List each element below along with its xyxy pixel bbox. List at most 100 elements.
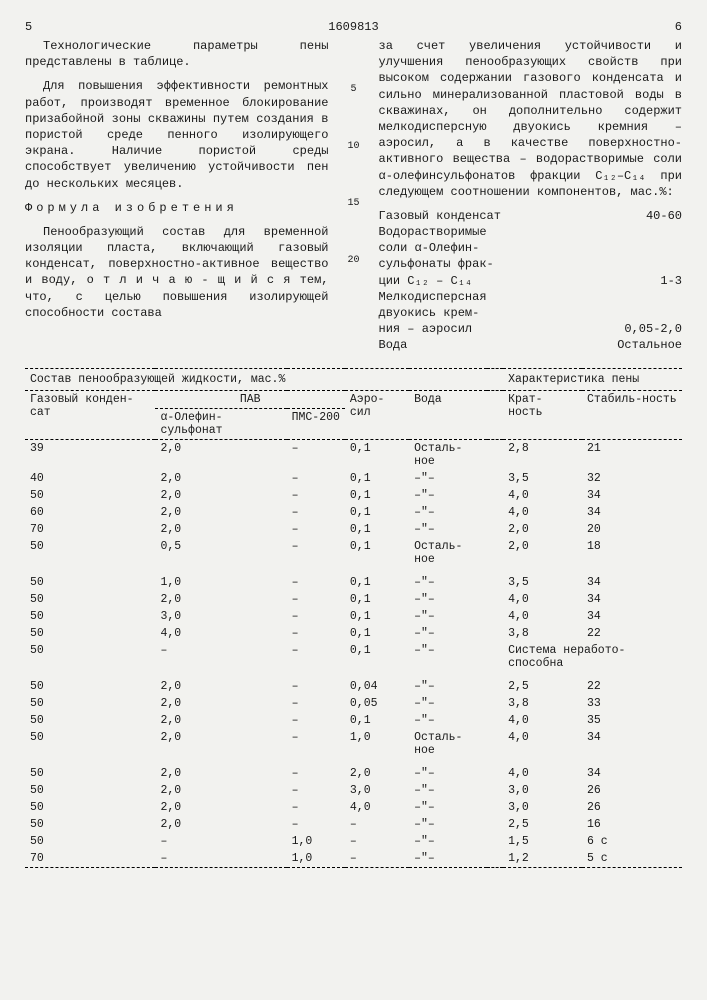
cell: –"– [409, 833, 487, 850]
cell: 34 [582, 574, 682, 591]
page-num-left: 5 [25, 20, 32, 34]
component-row: ции C₁₂ – C₁₄ 1-3 [379, 273, 683, 289]
cell: 4,0 [503, 712, 582, 729]
cell: Система неработо-способна [503, 642, 682, 672]
component-row: Газовый конденсат40-60 [379, 208, 683, 224]
component-name: Мелкодисперсная [379, 289, 487, 305]
col-stab: Стабиль-ность [582, 391, 682, 440]
cell: – [287, 799, 345, 816]
table-row: 502,0–4,0–"–3,026 [25, 799, 682, 816]
cell: 0,1 [345, 440, 409, 470]
component-row: сульфонаты фрак- [379, 256, 683, 272]
cell [487, 440, 503, 470]
cell: – [287, 642, 345, 672]
component-name: ния – аэросил [379, 321, 473, 337]
cell: 2,8 [503, 440, 582, 470]
cell: – [287, 712, 345, 729]
cell: 50 [25, 625, 155, 642]
table-row: 502,0–0,1–"–4,034 [25, 591, 682, 608]
cell: 33 [582, 695, 682, 712]
component-value: Остальное [617, 337, 682, 353]
cell: 34 [582, 729, 682, 759]
table-row: 502,0–0,05–"–3,833 [25, 695, 682, 712]
cell: 2,0 [503, 538, 582, 568]
cell [487, 765, 503, 782]
cell: 0,1 [345, 521, 409, 538]
cell: – [155, 850, 286, 868]
component-row: двуокись крем- [379, 305, 683, 321]
cell: – [287, 765, 345, 782]
cell: 50 [25, 799, 155, 816]
cell: 50 [25, 642, 155, 672]
cell: – [287, 470, 345, 487]
col-water: Вода [409, 391, 487, 440]
cell: 50 [25, 765, 155, 782]
doc-number: 1609813 [328, 20, 378, 34]
cell: – [287, 521, 345, 538]
cell: 50 [25, 574, 155, 591]
cell: –"– [409, 487, 487, 504]
cell: 26 [582, 799, 682, 816]
cell: – [287, 729, 345, 759]
component-name: двуокись крем- [379, 305, 480, 321]
cell: – [287, 782, 345, 799]
cell: 4,0 [503, 729, 582, 759]
cell: –"– [409, 470, 487, 487]
cell: 0,1 [345, 538, 409, 568]
cell: 0,5 [155, 538, 286, 568]
page: 5 1609813 6 Технологические параметры пе… [25, 20, 682, 868]
cell: 3,8 [503, 695, 582, 712]
cell: 60 [25, 504, 155, 521]
left-p3: Пенообразующий состав для временной изол… [25, 224, 329, 321]
cell: 4,0 [155, 625, 286, 642]
component-name: ции C₁₂ – C₁₄ [379, 273, 473, 289]
cell: 0,04 [345, 678, 409, 695]
component-list: Газовый конденсат40-60Водорастворимыесол… [379, 208, 683, 354]
cell: 2,5 [503, 678, 582, 695]
table-row: 502,0–2,0–"–4,034 [25, 765, 682, 782]
table-row: 502,0–0,04–"–2,522 [25, 678, 682, 695]
col-aero: Аэро-сил [345, 391, 409, 440]
cell [487, 729, 503, 759]
cell: 4,0 [503, 591, 582, 608]
cell: 50 [25, 782, 155, 799]
cell: 0,1 [345, 591, 409, 608]
cell: 4,0 [503, 765, 582, 782]
formula-title: Формула изобретения [25, 200, 329, 216]
component-name: Водорастворимые [379, 224, 487, 240]
cell: – [287, 695, 345, 712]
cell: 22 [582, 678, 682, 695]
cell: 50 [25, 712, 155, 729]
right-column: за счет увеличения устойчивости и улучше… [379, 38, 683, 354]
table-row: 50–1,0––"–1,56 с [25, 833, 682, 850]
cell [487, 695, 503, 712]
cell: 2,0 [155, 440, 286, 470]
cell: 2,0 [155, 729, 286, 759]
cell: 2,0 [155, 799, 286, 816]
component-value: 1-3 [660, 273, 682, 289]
cell: 2,0 [155, 765, 286, 782]
cell: 39 [25, 440, 155, 470]
line-ref: 15 [347, 198, 359, 209]
cell: – [155, 642, 286, 672]
cell: 4,0 [503, 608, 582, 625]
body-columns: Технологические параметры пены представл… [25, 38, 682, 354]
table-row: 502,0–0,1–"–4,035 [25, 712, 682, 729]
cell: – [287, 487, 345, 504]
cell: Осталь-ное [409, 440, 487, 470]
cell: 20 [582, 521, 682, 538]
cell: 3,5 [503, 574, 582, 591]
cell: –"– [409, 765, 487, 782]
table-row: 501,0–0,1–"–3,534 [25, 574, 682, 591]
cell: 3,0 [155, 608, 286, 625]
page-num-right: 6 [675, 20, 682, 34]
cell: 2,0 [155, 712, 286, 729]
component-row: соли α-Олефин- [379, 240, 683, 256]
cell: 3,0 [345, 782, 409, 799]
col-krat: Крат-ность [503, 391, 582, 440]
cell: 32 [582, 470, 682, 487]
cell [487, 712, 503, 729]
cell: –"– [409, 816, 487, 833]
cell: Осталь-ное [409, 538, 487, 568]
cell [487, 816, 503, 833]
